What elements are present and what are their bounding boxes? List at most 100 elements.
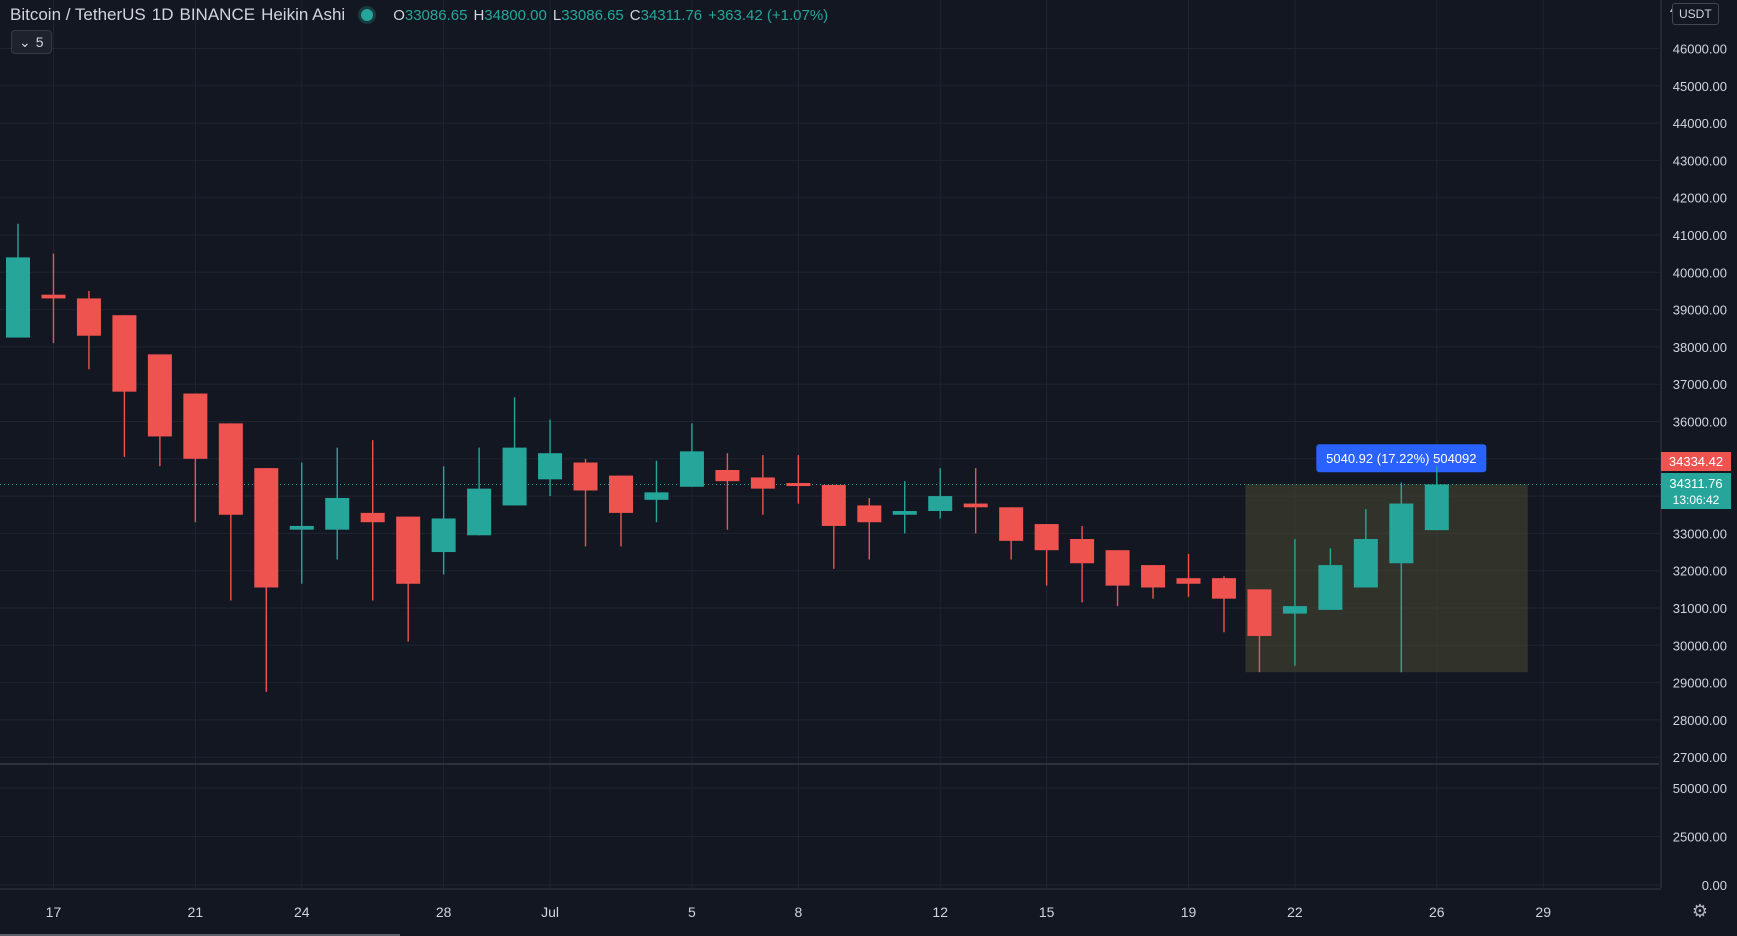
market-status-icon[interactable]: [361, 9, 374, 21]
high-value: 34800.00: [484, 6, 547, 24]
candle-body: [41, 294, 66, 299]
price-tick-label: 43000.00: [1673, 153, 1727, 168]
price-tick-label: 40000.00: [1673, 265, 1727, 280]
time-tick-label: 8: [794, 904, 802, 920]
candle-body: [1105, 550, 1130, 586]
price-tick-label: 27000.00: [1673, 750, 1727, 765]
time-tick-label: 21: [188, 904, 204, 920]
currency-button[interactable]: USDT: [1672, 3, 1719, 25]
candle-body: [679, 451, 704, 487]
candle-body: [76, 298, 101, 336]
volume-tick-label: 50000.00: [1673, 781, 1727, 796]
candle-body: [289, 525, 314, 530]
symbol-title[interactable]: Bitcoin / TetherUS: [10, 5, 146, 24]
price-tick-label: 37000.00: [1673, 377, 1727, 392]
chart-style-label: Heikin Ashi: [261, 5, 346, 24]
candle-body: [1282, 606, 1307, 614]
time-tick-label: 12: [932, 904, 948, 920]
time-tick-label: 15: [1039, 904, 1055, 920]
exchange-label: BINANCE: [179, 5, 256, 24]
price-tick-label: 29000.00: [1673, 676, 1727, 691]
gear-icon[interactable]: ⚙: [1691, 901, 1709, 921]
close-key: C: [629, 6, 641, 24]
price-tick-label: 31000.00: [1673, 601, 1727, 616]
candle-body: [786, 483, 811, 487]
candle-body: [218, 423, 243, 515]
candle-body: [1389, 503, 1414, 564]
time-tick-label: 26: [1429, 904, 1445, 920]
high-price-marker: [1661, 452, 1731, 471]
price-tick-label: 41000.00: [1673, 228, 1727, 243]
candle-body: [1247, 589, 1272, 636]
price-tick-label: 46000.00: [1673, 42, 1727, 57]
indicators-collapse-button[interactable]: ⌄ 5: [11, 30, 52, 54]
candle-body: [112, 315, 137, 392]
ohlc-values: O33086.65 H34800.00 L33086.65 C34311.76 …: [393, 7, 828, 24]
candle-body: [928, 496, 953, 512]
candle-body: [715, 469, 740, 482]
chevron-down-icon: ⌄: [19, 33, 31, 50]
candle-body: [750, 477, 775, 489]
price-tick-label: 42000.00: [1673, 191, 1727, 206]
volume-tick-label: 25000.00: [1673, 830, 1727, 845]
candle-body: [608, 475, 633, 513]
candle-body: [999, 507, 1024, 541]
measure-range-box: [1245, 484, 1528, 673]
open-value: 33086.65: [404, 6, 468, 24]
candle-body: [183, 393, 208, 459]
interval-label[interactable]: 1D: [151, 5, 174, 24]
candle-body: [1070, 538, 1095, 564]
price-tick-label: 38000.00: [1673, 340, 1727, 355]
open-key: O: [393, 6, 405, 24]
time-tick-label: 29: [1535, 904, 1551, 920]
candle-body: [857, 505, 882, 523]
measure-label-box: [1316, 444, 1487, 473]
countdown-label: 13:06:42: [1673, 493, 1720, 507]
low-key: L: [552, 6, 562, 24]
candle-body: [1353, 538, 1378, 588]
chart-legend: Bitcoin / TetherUS 1D BINANCE Heikin Ash…: [10, 4, 828, 26]
candle-body: [502, 447, 527, 506]
price-tick-label: 44000.00: [1673, 116, 1727, 131]
price-tick-label: 36000.00: [1673, 415, 1727, 430]
time-tick-label: Jul: [541, 904, 559, 920]
last-price-marker: [1661, 473, 1731, 509]
candle-body: [360, 512, 385, 523]
candle-body: [1034, 524, 1059, 551]
candle-body: [1424, 484, 1449, 531]
candle-body: [254, 468, 279, 588]
candle-body: [325, 497, 350, 530]
price-tick-label: 45000.00: [1673, 79, 1727, 94]
candle-body: [821, 484, 846, 526]
candle-body: [538, 453, 563, 480]
price-tick-label: 33000.00: [1673, 526, 1727, 541]
high-price-label: 34334.42: [1669, 454, 1723, 469]
time-tick-label: 17: [46, 904, 62, 920]
candle-body: [1141, 565, 1166, 588]
close-value: 34311.76: [640, 6, 703, 24]
change-value: +363.42 (+1.07%): [708, 6, 829, 24]
price-tick-label: 39000.00: [1673, 303, 1727, 318]
candle-body: [644, 492, 669, 500]
candle-body: [963, 503, 988, 508]
candle-body: [1318, 565, 1343, 610]
candle-body: [467, 488, 492, 536]
high-key: H: [473, 6, 485, 24]
candle-body: [147, 354, 172, 437]
candle-body: [892, 511, 917, 515]
price-tick-label: 30000.00: [1673, 638, 1727, 653]
time-tick-label: 5: [688, 904, 696, 920]
candle-body: [573, 462, 598, 491]
time-tick-label: 28: [436, 904, 452, 920]
candle-body: [396, 516, 421, 584]
price-tick-label: 32000.00: [1673, 564, 1727, 579]
time-tick-label: 24: [294, 904, 310, 920]
low-value: 33086.65: [561, 6, 624, 24]
time-tick-label: 19: [1181, 904, 1197, 920]
candle-body: [1176, 578, 1201, 584]
indicators-count: 5: [35, 34, 44, 50]
volume-tick-label: 0.00: [1702, 878, 1727, 893]
candle-body: [6, 257, 30, 338]
